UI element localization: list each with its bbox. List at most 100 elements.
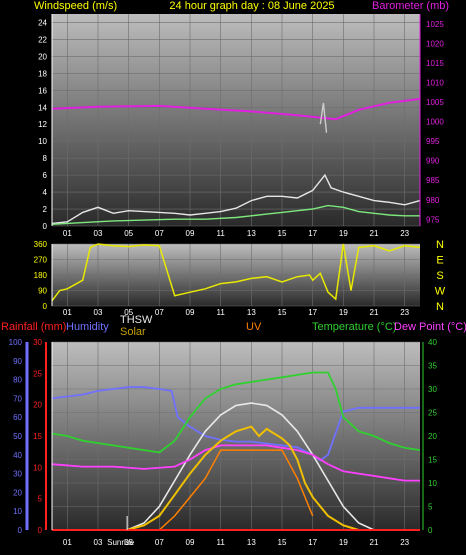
- direction-tick-label: 270: [34, 256, 48, 265]
- wind-series: [51, 97, 421, 225]
- hour-tick-label: 21: [370, 308, 379, 317]
- humidity-tick-label: 70: [13, 394, 22, 403]
- rainfall-tick-label: 30: [33, 338, 42, 347]
- hour-tick-label: 19: [339, 538, 348, 547]
- wind-tick-label: 8: [43, 154, 48, 163]
- barometer-tick-label: 1005: [426, 98, 444, 107]
- humidity-axis-title: Humidity: [66, 321, 109, 333]
- rainfall-axis-title: Rainfall (mm): [1, 321, 66, 333]
- hour-tick-label: 03: [94, 538, 103, 547]
- humidity-tick-label: 0: [18, 526, 23, 535]
- compass-letter-n: N: [436, 239, 444, 251]
- hour-tick-label: 23: [400, 538, 409, 547]
- wind-panel-bg: [52, 14, 420, 226]
- hour-tick-label: 13: [247, 229, 256, 238]
- hour-tick-label: 05: [124, 308, 133, 317]
- rainfall-tick-label: 25: [33, 369, 42, 378]
- hour-tick-label: 13: [247, 308, 256, 317]
- direction-series: [51, 243, 421, 302]
- compass-letter-w: W: [435, 286, 446, 298]
- temperature-tick-label: 40: [428, 338, 437, 347]
- hour-tick-label: 07: [155, 229, 164, 238]
- hour-tick-label: 03: [94, 229, 103, 238]
- humidity-tick-label: 100: [9, 338, 23, 347]
- thsw-line: [126, 402, 375, 531]
- hour-tick-label: 05: [124, 229, 133, 238]
- wind-tick-label: 6: [43, 171, 48, 180]
- hour-tick-label: 21: [370, 538, 379, 547]
- hour-tick-label: 09: [186, 229, 195, 238]
- dewpoint-line: [51, 444, 420, 482]
- barometer-tick-label: 995: [426, 137, 440, 146]
- wind-tick-label: 24: [38, 18, 47, 27]
- graph-title: 24 hour graph day : 08 June 2025: [169, 0, 334, 12]
- hour-tick-label: 07: [155, 538, 164, 547]
- windspeed-line: [51, 173, 421, 225]
- direction-panel-grid: [52, 243, 420, 307]
- barometer-tick-label: 980: [426, 196, 440, 205]
- temperature-series: [51, 371, 421, 531]
- hour-tick-label: 19: [339, 308, 348, 317]
- direction-tick-label: 0: [43, 302, 48, 311]
- hour-tick-label: 01: [63, 308, 72, 317]
- barometer-tick-label: 1025: [426, 20, 444, 29]
- humidity-tick-label: 30: [13, 470, 22, 479]
- hour-tick-label: 19: [339, 229, 348, 238]
- wind-tick-label: 16: [38, 86, 47, 95]
- wind-tick-label: 18: [38, 69, 47, 78]
- temperature-tick-label: 0: [428, 526, 433, 535]
- axis-labels: 0246810121416182022249759809859909951000…: [9, 14, 444, 547]
- barometer-axis-title: Barometer (mb): [372, 0, 449, 12]
- hour-tick-label: 07: [155, 308, 164, 317]
- temperature-tick-label: 30: [428, 385, 437, 394]
- wind-panel-grid: [52, 14, 420, 227]
- temperature-tick-label: 5: [428, 503, 433, 512]
- hour-tick-label: 15: [278, 308, 287, 317]
- uv-line: [158, 449, 314, 531]
- humidity-tick-label: 60: [13, 413, 22, 422]
- wind-tick-label: 2: [43, 205, 48, 214]
- hour-tick-label: 09: [186, 538, 195, 547]
- rainfall-tick-label: 20: [33, 401, 42, 410]
- wind-tick-label: 4: [43, 188, 48, 197]
- windspeed-axis-title: Windspeed (m/s): [34, 0, 117, 12]
- temperature-tick-label: 20: [428, 432, 437, 441]
- hour-tick-label: 17: [308, 308, 317, 317]
- rainfall-tick-label: 0: [38, 526, 43, 535]
- wind-gust-line: [319, 102, 328, 133]
- temperature-panel-grid: [52, 341, 420, 531]
- wind-average-line: [51, 204, 420, 225]
- temperature-tick-label: 10: [428, 479, 437, 488]
- hour-tick-label: 11: [217, 538, 226, 547]
- hour-tick-label: 03: [94, 308, 103, 317]
- thsw-legend-label: THSW: [120, 314, 153, 326]
- humidity-tick-label: 20: [13, 488, 22, 497]
- barometer-tick-label: 1020: [426, 39, 444, 48]
- humidity-tick-label: 50: [13, 432, 22, 441]
- temperature-axis-title: Temperature (°C): [312, 321, 396, 333]
- hour-tick-label: 15: [278, 229, 287, 238]
- direction-tick-label: 90: [38, 287, 47, 296]
- dewpoint-axis-title: Dew Point (°C): [394, 321, 466, 333]
- hour-tick-label: 05: [124, 538, 133, 547]
- hour-tick-label: 01: [63, 229, 72, 238]
- temperature-tick-label: 15: [428, 456, 437, 465]
- hour-tick-label: 23: [400, 229, 409, 238]
- hour-tick-label: 13: [247, 538, 256, 547]
- sunrise-label: Sunrise: [107, 538, 135, 547]
- barometer-tick-label: 975: [426, 215, 440, 224]
- solar-line: [126, 425, 359, 531]
- hour-tick-label: 09: [186, 308, 195, 317]
- rainfall-tick-label: 10: [33, 463, 42, 472]
- hour-tick-label: 11: [217, 308, 226, 317]
- wind-tick-label: 22: [38, 35, 47, 44]
- barometer-tick-label: 990: [426, 157, 440, 166]
- compass-letter-n: N: [436, 301, 444, 313]
- humidity-tick-label: 10: [13, 507, 22, 516]
- barometer-tick-label: 1015: [426, 59, 444, 68]
- temperature-tick-label: 25: [428, 409, 437, 418]
- hour-tick-label: 11: [217, 229, 226, 238]
- wind-tick-label: 10: [38, 137, 47, 146]
